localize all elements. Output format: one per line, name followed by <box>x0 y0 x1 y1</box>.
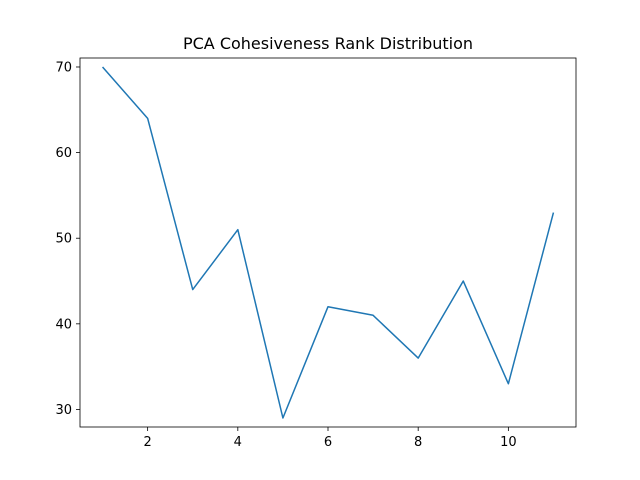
x-tick-label-2: 6 <box>324 435 332 450</box>
y-tick-label-0: 30 <box>55 403 72 418</box>
series-line-0 <box>101 66 555 419</box>
chart-title: PCA Cohesiveness Rank Distribution <box>183 34 473 53</box>
y-tick-label-4: 70 <box>55 60 72 75</box>
y-tick-label-1: 40 <box>55 317 72 332</box>
y-tick-label-2: 50 <box>55 232 72 247</box>
y-tick-label-3: 60 <box>55 146 72 161</box>
x-tick-label-0: 2 <box>143 435 151 450</box>
plot-area: 2 4 6 8 10 30 40 50 60 70 <box>55 57 577 450</box>
x-tick-label-1: 4 <box>234 435 242 450</box>
x-tick-label-3: 8 <box>414 435 422 450</box>
x-tick-label-4: 10 <box>500 435 517 450</box>
